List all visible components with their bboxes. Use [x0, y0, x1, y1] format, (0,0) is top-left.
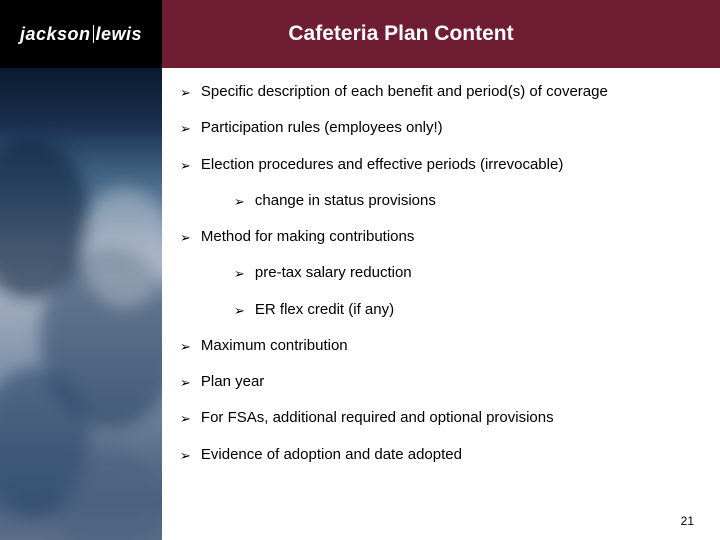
- page-title: Cafeteria Plan Content: [162, 22, 720, 46]
- sidebar-image: [0, 68, 162, 540]
- bullet-text: Maximum contribution: [201, 336, 690, 356]
- page-number: 21: [681, 514, 694, 528]
- bullet-marker-icon: ➢: [234, 265, 245, 283]
- bullet-text: Method for making contributions: [201, 227, 690, 247]
- bullet-marker-icon: ➢: [180, 157, 191, 175]
- list-item: ➢ Plan year: [180, 372, 690, 392]
- list-item: ➢ pre-tax salary reduction: [180, 263, 690, 283]
- bullet-text: For FSAs, additional required and option…: [201, 408, 690, 428]
- bullet-marker-icon: ➢: [180, 338, 191, 356]
- list-item: ➢ For FSAs, additional required and optio…: [180, 408, 690, 428]
- logo-right: lewis: [96, 24, 143, 44]
- bullet-text: pre-tax salary reduction: [255, 263, 690, 283]
- list-item: ➢ ER flex credit (if any): [180, 300, 690, 320]
- bullet-marker-icon: ➢: [180, 229, 191, 247]
- bullet-text: Evidence of adoption and date adopted: [201, 445, 690, 465]
- content-area: ➢ Specific description of each benefit an…: [180, 82, 690, 481]
- bullet-text: Participation rules (employees only!): [201, 118, 690, 138]
- bullet-text: Plan year: [201, 372, 690, 392]
- bullet-marker-icon: ➢: [180, 120, 191, 138]
- bullet-marker-icon: ➢: [234, 302, 245, 320]
- bullet-marker-icon: ➢: [180, 374, 191, 392]
- list-item: ➢ Specific description of each benefit an…: [180, 82, 690, 102]
- list-item: ➢ Participation rules (employees only!): [180, 118, 690, 138]
- logo-block: jacksonlewis: [0, 0, 162, 68]
- bullet-marker-icon: ➢: [234, 193, 245, 211]
- bullet-marker-icon: ➢: [180, 447, 191, 465]
- logo-text: jacksonlewis: [20, 24, 142, 45]
- bullet-marker-icon: ➢: [180, 84, 191, 102]
- bullet-text: ER flex credit (if any): [255, 300, 690, 320]
- list-item: ➢ Maximum contribution: [180, 336, 690, 356]
- list-item: ➢ change in status provisions: [180, 191, 690, 211]
- list-item: ➢ Election procedures and effective perio…: [180, 155, 690, 175]
- bullet-marker-icon: ➢: [180, 410, 191, 428]
- logo-left: jackson: [20, 24, 91, 44]
- bullet-text: Election procedures and effective period…: [201, 155, 690, 175]
- logo-divider-icon: [93, 25, 94, 43]
- bullet-text: Specific description of each benefit and…: [201, 82, 690, 102]
- bullet-text: change in status provisions: [255, 191, 690, 211]
- header: jacksonlewis Cafeteria Plan Content: [0, 0, 720, 68]
- list-item: ➢ Evidence of adoption and date adopted: [180, 445, 690, 465]
- list-item: ➢ Method for making contributions: [180, 227, 690, 247]
